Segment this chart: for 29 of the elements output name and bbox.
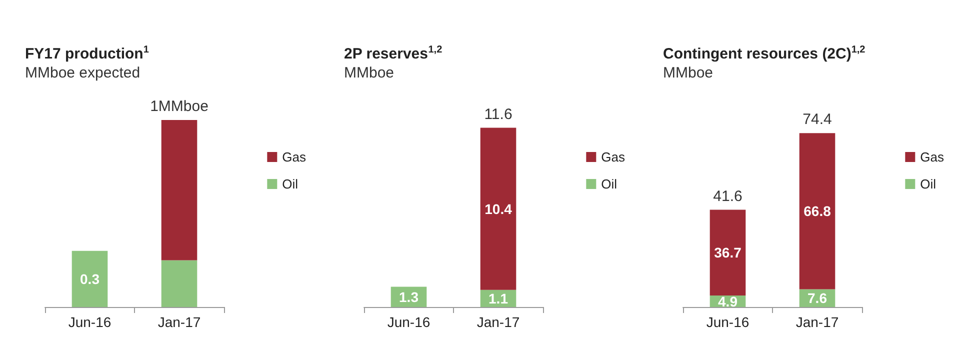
legend-label: Gas: [282, 150, 306, 164]
data-label: 10.4: [484, 200, 512, 217]
legend-label: Oil: [920, 176, 936, 192]
x-tick-label: Jan-17: [158, 314, 201, 330]
chart-subtitle: MMboe: [344, 64, 394, 82]
data-label: 0.3: [80, 270, 100, 287]
data-label: 1.3: [399, 288, 419, 305]
total-label: 41.6: [713, 188, 742, 205]
total-label: 1MMboe: [150, 98, 208, 115]
x-tick-label: Jun-16: [706, 314, 750, 330]
x-tick-label: Jan-17: [796, 314, 839, 330]
legend-label: Gas: [920, 150, 944, 164]
total-label: 11.6: [484, 106, 512, 123]
total-label: 74.4: [802, 111, 832, 128]
legend-label: Gas: [601, 150, 626, 164]
x-tick-label: Jan-17: [476, 314, 520, 330]
legend-label: Oil: [601, 176, 618, 192]
bar: [710, 210, 746, 296]
chart-subtitle: MMboe expected: [25, 64, 140, 82]
legend-label: Oil: [282, 176, 298, 192]
chart-subtitle: MMboe: [663, 64, 714, 82]
data-label: 36.7: [714, 244, 742, 261]
data-label: 1.1: [488, 290, 508, 306]
bar: [799, 133, 836, 290]
x-tick-label: Jun-16: [68, 314, 112, 330]
data-label: 66.8: [804, 203, 832, 220]
data-label: 4.9: [718, 293, 738, 310]
x-tick-label: Jun-16: [387, 314, 430, 330]
data-label: 7.6: [808, 290, 828, 306]
